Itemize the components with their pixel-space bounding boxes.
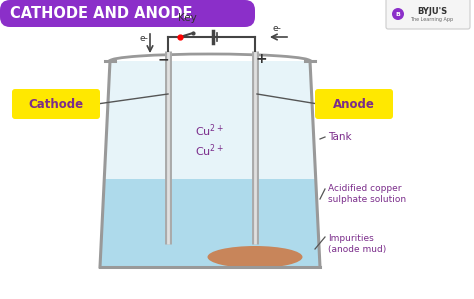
Text: BYJU'S: BYJU'S	[417, 7, 447, 16]
Text: e-: e-	[140, 34, 149, 43]
Text: Cathode: Cathode	[28, 97, 83, 111]
FancyBboxPatch shape	[386, 0, 470, 29]
FancyBboxPatch shape	[0, 0, 255, 27]
Ellipse shape	[208, 246, 302, 268]
Text: The Learning App: The Learning App	[410, 18, 454, 22]
Text: Cu$^{2+}$: Cu$^{2+}$	[195, 143, 224, 159]
Text: CATHODE AND ANODE: CATHODE AND ANODE	[10, 7, 192, 22]
Polygon shape	[100, 179, 320, 267]
Polygon shape	[100, 61, 320, 267]
Text: e-: e-	[273, 24, 282, 33]
Text: B: B	[396, 11, 401, 16]
Text: Tank: Tank	[328, 132, 352, 142]
Text: Anode: Anode	[333, 97, 375, 111]
Text: −: −	[157, 52, 169, 66]
Circle shape	[392, 8, 404, 20]
FancyBboxPatch shape	[12, 89, 100, 119]
Text: Key: Key	[178, 13, 196, 23]
Text: +: +	[255, 52, 267, 66]
Text: Acidified copper
sulphate solution: Acidified copper sulphate solution	[328, 184, 406, 204]
FancyBboxPatch shape	[315, 89, 393, 119]
Text: Impurities
(anode mud): Impurities (anode mud)	[328, 234, 386, 254]
Text: Cu$^{2+}$: Cu$^{2+}$	[195, 123, 224, 139]
